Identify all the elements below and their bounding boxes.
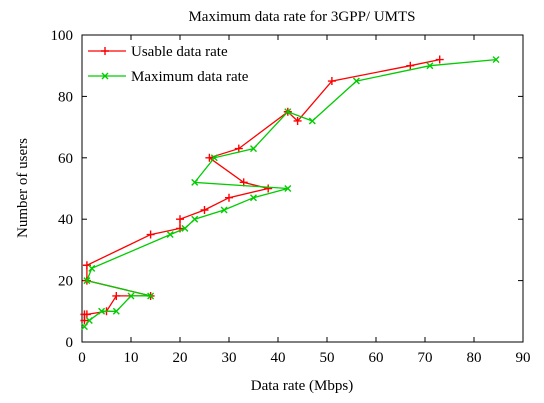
y-tick-label: 80: [58, 89, 73, 105]
y-axis-label: Number of users: [15, 138, 31, 238]
data-point: [293, 116, 302, 125]
data-point: [200, 205, 209, 214]
data-point: [205, 153, 214, 162]
legend-marker-usable: [101, 47, 109, 55]
x-tick-label: 0: [78, 350, 86, 366]
legend-marker-maximum: [101, 72, 109, 80]
x-tick-label: 20: [173, 350, 188, 366]
legend: Usable data rate Maximum data rate: [88, 44, 249, 85]
plot-area: [81, 34, 524, 343]
data-point: [250, 145, 257, 153]
data-point: [146, 230, 155, 239]
data-point: [352, 77, 360, 85]
data-point: [234, 144, 243, 153]
series-layer: [80, 55, 500, 331]
data-point: [426, 62, 434, 70]
data-point: [492, 56, 500, 64]
series-maximum-data-rate: [80, 56, 500, 331]
y-tick-label: 100: [51, 28, 74, 44]
data-point: [327, 77, 336, 86]
y-tick-label: 60: [58, 151, 73, 167]
x-axis: 0 10 20 30 40 50 60 70 80 90: [78, 35, 531, 366]
x-tick-label: 80: [467, 350, 482, 366]
data-point: [85, 317, 93, 325]
data-point: [191, 215, 199, 223]
data-point: [88, 264, 96, 272]
x-tick-label: 50: [320, 350, 335, 366]
x-tick-label: 40: [271, 350, 286, 366]
x-axis-label: Data rate (Mbps): [251, 378, 353, 394]
data-point: [80, 323, 88, 331]
chart-title: Maximum data rate for 3GPP/ UMTS: [188, 9, 415, 25]
y-tick-label: 20: [58, 274, 73, 290]
data-point: [191, 178, 199, 186]
data-point: [112, 291, 121, 300]
data-point: [284, 185, 292, 192]
legend-item-usable: Usable data rate: [88, 44, 228, 60]
y-tick-label: 40: [58, 212, 73, 228]
data-point: [147, 292, 155, 300]
x-tick-label: 90: [516, 350, 531, 366]
x-tick-label: 30: [222, 350, 237, 366]
data-point: [210, 154, 218, 162]
data-point: [435, 55, 444, 64]
series-line: [83, 58, 497, 328]
data-point: [181, 224, 189, 232]
data-point: [98, 307, 106, 315]
y-tick-label: 0: [66, 335, 74, 351]
data-point: [83, 277, 91, 285]
data-point: [166, 231, 174, 239]
data-point: [250, 194, 257, 202]
data-point: [284, 108, 292, 116]
legend-item-maximum: Maximum data rate: [88, 69, 249, 85]
data-point: [406, 61, 415, 70]
plot-frame: [81, 34, 524, 343]
legend-label-usable: Usable data rate: [131, 44, 228, 60]
series-line: [83, 58, 440, 321]
x-tick-label: 60: [369, 350, 384, 366]
x-tick-label: 70: [418, 350, 433, 366]
data-point: [112, 307, 120, 315]
data-point: [176, 215, 184, 224]
x-tick-label: 10: [124, 350, 139, 366]
y-axis: 0 20 40 60 80 100: [51, 28, 523, 351]
data-point: [82, 310, 91, 319]
series-usable-data-rate: [80, 55, 444, 325]
data-point: [127, 292, 135, 300]
data-point: [308, 117, 316, 125]
legend-label-maximum: Maximum data rate: [131, 69, 249, 85]
data-point: [264, 184, 273, 193]
data-point: [225, 193, 233, 202]
data-point: [220, 206, 228, 214]
